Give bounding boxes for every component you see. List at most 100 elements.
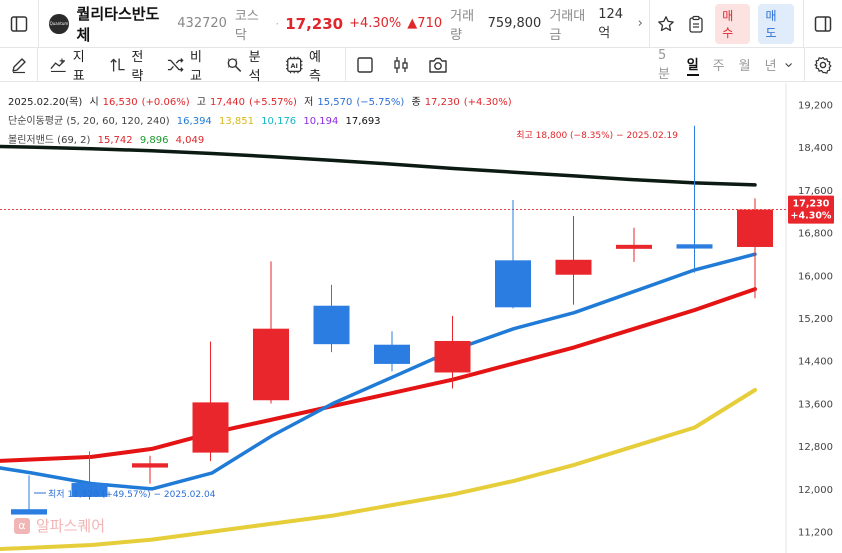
sell-button[interactable]: 매도 [758, 3, 794, 44]
settings-button[interactable] [805, 48, 842, 82]
candle-body [676, 244, 713, 249]
period-tab[interactable]: 월 [738, 59, 751, 74]
volume-value: 759,800 [487, 16, 542, 31]
price-tick-label: 18,400 [798, 143, 833, 154]
chart-area[interactable]: 11,200 12,000 12,800 13,600 14,400 15,200 16,0… [0, 83, 842, 553]
memo-button[interactable] [682, 0, 709, 48]
candle-body [132, 463, 168, 468]
favorite-button[interactable] [650, 0, 683, 48]
period-tab-active[interactable]: 일 [686, 54, 699, 76]
sidebar-toggle-button[interactable] [0, 0, 38, 48]
candle-body [434, 340, 471, 373]
shuffle-icon [168, 57, 184, 72]
change-percent: +4.30% [349, 16, 402, 31]
bb-info[interactable]: 볼린저밴드 (69, 2) 15,742 9,896 4,049 [8, 131, 208, 146]
amount-value: 124억 [598, 6, 624, 41]
chart-type-candle-button[interactable] [392, 56, 416, 74]
candlestick-chart[interactable]: 11,200 12,000 12,800 13,600 14,400 15,200 16,0… [0, 83, 842, 553]
square-icon [357, 56, 373, 73]
info-date: 2025.02.20(목) [8, 97, 83, 108]
candle-body [616, 244, 652, 249]
sort-arrows-icon [110, 58, 125, 71]
price-tick-label: 16,000 [798, 271, 833, 282]
price-tick-label: 13,600 [798, 399, 833, 410]
ma5-value: 16,394 [176, 116, 212, 127]
current-price: 17,230 [285, 14, 344, 33]
dot-separator: · [275, 16, 280, 31]
compare-button[interactable]: 비교 [167, 46, 212, 84]
price-tick-label: 16,800 [798, 229, 833, 240]
divider [802, 0, 804, 48]
ma120-value: 10,194 [303, 116, 339, 127]
candle-body [555, 259, 592, 275]
drawing-tool-button[interactable] [0, 48, 37, 82]
chevron-right-icon[interactable]: › [637, 16, 643, 31]
period-tab[interactable]: 주 [712, 59, 725, 74]
candle-body [11, 509, 47, 515]
ma20-value: 13,851 [218, 116, 254, 127]
price-tick-label: 17,600 [798, 186, 833, 197]
price-tick-label: 12,000 [798, 485, 833, 496]
bb-upper-value: 15,742 [97, 135, 133, 146]
low-annotation: 최저 11,520 (+49.57%) − 2025.02.04 [48, 489, 216, 500]
period-tabs: 5분 일 주 월 년 [644, 48, 792, 82]
strategy-button[interactable]: 전략 [109, 46, 154, 84]
close-value: 17,230 [424, 97, 460, 108]
open-label: 시 [89, 97, 99, 108]
indicator-icon [50, 58, 66, 72]
candle-body [253, 328, 289, 401]
current-price-badge [788, 195, 834, 224]
candle-body [71, 483, 108, 497]
chart-type-line-button[interactable] [356, 56, 380, 74]
analysis-icon [227, 57, 242, 72]
amount-label: 거래대금 [549, 8, 586, 43]
chart-toolbar: 지표 전략 비교 분석 AI 예측 5분 일 주 [0, 46, 842, 84]
divider [648, 0, 650, 48]
divider [345, 47, 347, 82]
price-tick-label: 11,200 [798, 528, 833, 539]
divider [38, 0, 40, 48]
low-value: 15,570 [317, 97, 353, 108]
forecast-label: 예측 [309, 49, 321, 84]
bb-mid-value: 9,896 [139, 135, 169, 146]
analysis-label: 분석 [248, 49, 261, 84]
open-value: 16,530 [102, 97, 138, 108]
open-change: (+0.06%) [141, 97, 190, 108]
market-name: 코스닥 [234, 8, 259, 43]
camera-icon [429, 57, 447, 73]
panel-right-icon [814, 15, 832, 32]
star-icon [658, 15, 674, 31]
stock-header: Quantum 퀄리타스반도체 432720 코스닥 · 17,230 +4.3… [0, 0, 842, 48]
candlestick-icon [394, 56, 408, 73]
close-label: 종 [411, 97, 421, 108]
buy-button[interactable]: 매수 [715, 3, 751, 44]
high-label: 고 [196, 97, 206, 108]
indicator-button[interactable]: 지표 [50, 46, 95, 84]
ai-badge-text: AI [290, 61, 297, 69]
candle-body [495, 260, 531, 308]
strategy-label: 전략 [131, 49, 144, 84]
ai-chip-icon: AI [285, 56, 303, 73]
screenshot-button[interactable] [428, 56, 454, 74]
analysis-button[interactable]: 분석 [226, 46, 271, 84]
forecast-button[interactable]: AI 예측 [285, 46, 331, 84]
ma-label: 단순이동평균 (5, 20, 60, 120, 240) [8, 116, 170, 127]
right-panel-toggle-button[interactable] [804, 0, 842, 48]
series-line-ma20 [0, 287, 757, 463]
compare-label: 비교 [189, 49, 202, 84]
stock-code: 432720 [177, 16, 227, 31]
series-line-ma60 [0, 388, 757, 552]
high-value: 17,440 [210, 97, 245, 108]
ma-info[interactable]: 단순이동평균 (5, 20, 60, 120, 240) 16,394 13,8… [8, 112, 385, 127]
period-tab[interactable]: 5분 [658, 47, 670, 82]
chevron-down-icon[interactable] [784, 60, 792, 70]
price-tick-label: 14,400 [798, 357, 833, 368]
gear-icon [814, 56, 832, 74]
divider [803, 47, 805, 82]
bb-lower-value: 4,049 [175, 135, 205, 146]
price-tick-label: 19,200 [798, 100, 833, 111]
low-label: 저 [304, 97, 314, 108]
period-tab[interactable]: 년 [764, 59, 777, 74]
stock-name[interactable]: 퀄리타스반도체 [76, 4, 160, 44]
candle-body [737, 209, 773, 247]
